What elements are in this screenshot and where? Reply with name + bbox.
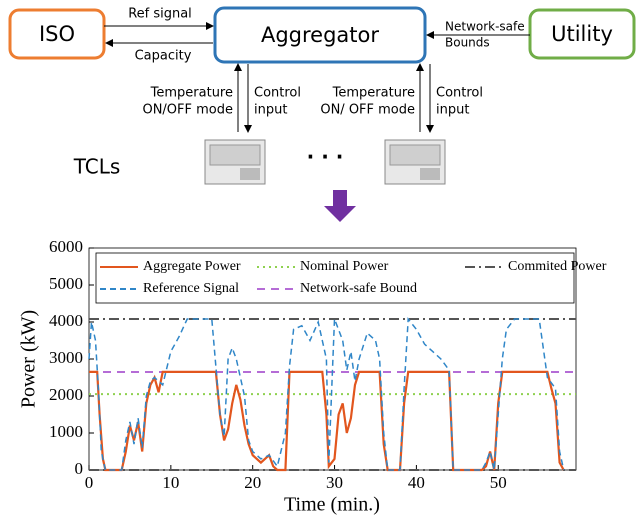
network-safe-label: Network-safe bbox=[445, 20, 525, 34]
y-tick-label: 6000 bbox=[49, 237, 83, 256]
x-tick-label: 30 bbox=[326, 473, 343, 492]
legend-label: Network-safe Bound bbox=[300, 281, 417, 296]
network-safe-label: Bounds bbox=[445, 36, 490, 50]
x-tick-label: 50 bbox=[490, 473, 507, 492]
y-tick-label: 3000 bbox=[49, 348, 83, 367]
y-tick-label: 1000 bbox=[49, 422, 83, 441]
right-up-label: ON/ OFF mode bbox=[320, 103, 415, 118]
y-tick-label: 0 bbox=[75, 459, 84, 478]
y-tick-label: 2000 bbox=[49, 385, 83, 404]
left-up-label: ON/OFF mode bbox=[142, 103, 233, 118]
series-line bbox=[89, 372, 564, 470]
ellipsis: · · · bbox=[307, 145, 344, 169]
y-tick-label: 4000 bbox=[49, 311, 83, 330]
x-tick-label: 20 bbox=[244, 473, 261, 492]
utility-label: Utility bbox=[551, 22, 613, 46]
ac-unit bbox=[385, 140, 445, 184]
aggregator-label: Aggregator bbox=[261, 23, 379, 47]
down-arrow bbox=[324, 190, 356, 222]
right-up-label: Temperature bbox=[332, 86, 415, 101]
left-up-label: Temperature bbox=[150, 86, 233, 101]
left-down-label: Control bbox=[254, 86, 301, 101]
x-tick-label: 0 bbox=[85, 473, 94, 492]
iso-label: ISO bbox=[39, 22, 75, 46]
x-axis-label: Time (min.) bbox=[284, 494, 380, 516]
page: {"diagram": { "iso": "ISO", "aggregator"… bbox=[0, 0, 644, 517]
y-tick-label: 5000 bbox=[49, 274, 83, 293]
ac-unit bbox=[205, 140, 265, 184]
left-down-label: input bbox=[254, 103, 287, 118]
x-tick-label: 40 bbox=[408, 473, 425, 492]
ref-signal-label: Ref signal bbox=[128, 7, 192, 22]
right-down-label: input bbox=[436, 103, 469, 118]
legend-label: Reference Signal bbox=[143, 281, 239, 296]
figure: ISO Aggregator Utility Ref signal Capaci… bbox=[0, 0, 644, 517]
right-down-label: Control bbox=[436, 86, 483, 101]
tcls-label: TCLs bbox=[73, 155, 121, 179]
y-axis-label: Power (kW) bbox=[18, 310, 40, 408]
legend-label: Nominal Power bbox=[300, 259, 389, 274]
capacity-label: Capacity bbox=[135, 49, 192, 64]
legend-label: Commited Power bbox=[508, 259, 607, 274]
x-tick-label: 10 bbox=[162, 473, 179, 492]
legend-label: Aggregate Power bbox=[143, 259, 241, 274]
